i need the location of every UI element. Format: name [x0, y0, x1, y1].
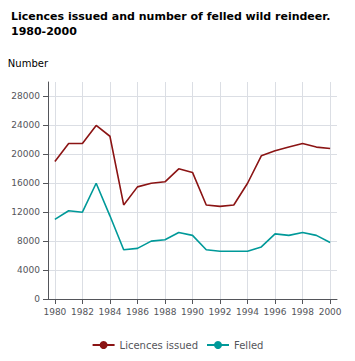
- svg-text:1990: 1990: [181, 307, 204, 317]
- svg-text:Number: Number: [8, 58, 49, 69]
- svg-text:2000: 2000: [319, 307, 342, 317]
- svg-text:12000: 12000: [11, 207, 40, 217]
- svg-text:1988: 1988: [154, 307, 177, 317]
- svg-text:1986: 1986: [126, 307, 149, 317]
- svg-text:1984: 1984: [98, 307, 121, 317]
- svg-text:1982: 1982: [71, 307, 94, 317]
- svg-text:24000: 24000: [11, 120, 40, 130]
- svg-text:20000: 20000: [11, 149, 40, 159]
- svg-text:0: 0: [34, 294, 40, 304]
- svg-text:8000: 8000: [17, 236, 40, 246]
- svg-text:16000: 16000: [11, 178, 40, 188]
- svg-text:Licences issued and number of: Licences issued and number of felled wil…: [11, 10, 330, 23]
- svg-text:1994: 1994: [236, 307, 259, 317]
- svg-text:28000: 28000: [11, 91, 40, 101]
- svg-text:Licences issued: Licences issued: [120, 340, 198, 351]
- svg-text:1998: 1998: [291, 307, 314, 317]
- svg-text:1980-2000: 1980-2000: [11, 25, 77, 38]
- svg-text:1996: 1996: [264, 307, 287, 317]
- svg-text:1980: 1980: [43, 307, 66, 317]
- svg-text:Felled: Felled: [234, 340, 263, 351]
- svg-text:1992: 1992: [209, 307, 232, 317]
- svg-text:4000: 4000: [17, 265, 40, 275]
